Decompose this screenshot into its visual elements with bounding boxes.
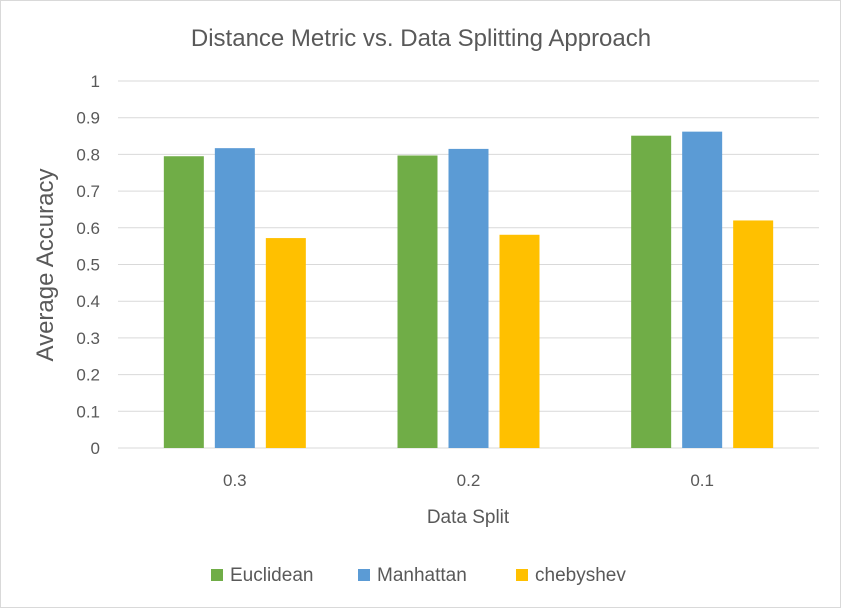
bar-manhattan-0.2	[448, 148, 489, 448]
legend: Euclidean Manhattan chebyshev	[211, 565, 626, 586]
x-tick-label: 0.1	[690, 471, 714, 490]
bar-chebyshev-0.2	[499, 234, 540, 448]
y-tick-label: 0.8	[76, 145, 100, 164]
legend-label-chebyshev: chebyshev	[535, 565, 626, 586]
legend-swatch-euclidean	[211, 569, 223, 581]
x-tick-label: 0.3	[223, 471, 247, 490]
bar-chebyshev-0.1	[733, 220, 774, 448]
legend-swatch-manhattan	[358, 569, 370, 581]
x-tick-labels: 0.3 0.2 0.1	[223, 471, 714, 490]
bar-manhattan-0.3	[214, 148, 255, 448]
bar-chebyshev-0.3	[265, 238, 306, 448]
y-tick-label: 0.7	[76, 182, 100, 201]
y-axis-title: Average Accuracy	[32, 169, 59, 362]
bars	[163, 131, 774, 449]
y-tick-label: 0.4	[76, 292, 100, 311]
legend-label-euclidean: Euclidean	[230, 565, 313, 586]
y-tick-label: 0.1	[76, 402, 100, 421]
y-tick-label: 0	[91, 439, 100, 458]
chart-title: Distance Metric vs. Data Splitting Appro…	[191, 25, 651, 52]
y-tick-label: 0.2	[76, 366, 100, 385]
y-tick-label: 0.3	[76, 329, 100, 348]
x-axis-title: Data Split	[427, 507, 510, 528]
y-tick-label: 1	[91, 72, 100, 91]
bar-euclidean-0.1	[631, 135, 672, 449]
bar-euclidean-0.2	[397, 155, 438, 448]
legend-label-manhattan: Manhattan	[377, 565, 467, 586]
y-tick-label: 0.9	[76, 109, 100, 128]
y-tick-label: 0.5	[76, 256, 100, 275]
x-tick-label: 0.2	[457, 471, 481, 490]
y-tick-label: 0.6	[76, 219, 100, 238]
bar-euclidean-0.3	[163, 156, 204, 449]
bar-manhattan-0.1	[682, 131, 723, 448]
y-tick-labels: 0 0.1 0.2 0.3 0.4 0.5 0.6 0.7 0.8 0.9 1	[76, 72, 100, 458]
legend-swatch-chebyshev	[516, 569, 528, 581]
